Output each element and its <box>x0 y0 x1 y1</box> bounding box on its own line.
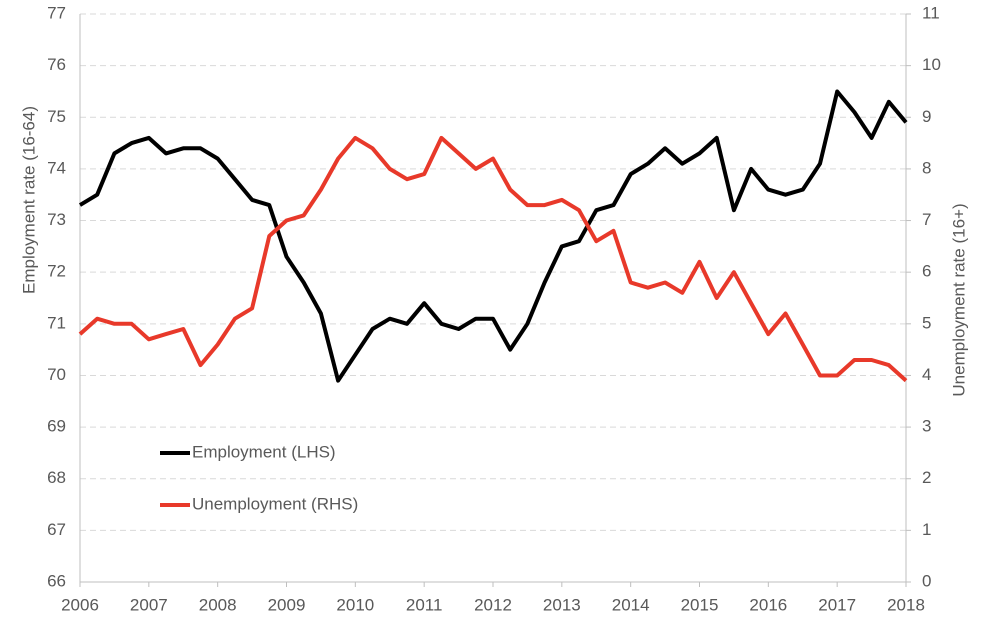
y2-tick-label: 11 <box>922 3 940 22</box>
y2-tick-label: 7 <box>922 210 931 229</box>
y2-tick-label: 5 <box>922 313 931 332</box>
legend-label: Unemployment (RHS) <box>192 494 358 513</box>
y2-tick-label: 6 <box>922 262 931 281</box>
x-tick-label: 2017 <box>818 595 856 614</box>
y2-tick-label: 2 <box>922 468 931 487</box>
y2-tick-label: 4 <box>922 365 931 384</box>
y-tick-label: 70 <box>47 365 66 384</box>
y-tick-label: 71 <box>47 313 66 332</box>
y-tick-label: 68 <box>47 468 66 487</box>
y-tick-label: 77 <box>47 3 66 22</box>
y2-tick-label: 9 <box>922 107 931 126</box>
y2-tick-label: 8 <box>922 158 931 177</box>
y2-axis-label: Unemployment rate (16+) <box>949 203 968 396</box>
y-tick-label: 74 <box>47 158 66 177</box>
y-tick-label: 75 <box>47 107 66 126</box>
y2-tick-label: 10 <box>922 55 941 74</box>
series-line <box>78 89 908 383</box>
x-tick-label: 2015 <box>681 595 719 614</box>
y-tick-label: 67 <box>47 520 66 539</box>
x-tick-label: 2006 <box>61 595 99 614</box>
y2-tick-label: 1 <box>922 520 931 539</box>
y2-tick-label: 3 <box>922 417 931 436</box>
y-tick-label: 66 <box>47 571 66 590</box>
y2-tick-label: 0 <box>922 571 931 590</box>
x-tick-label: 2007 <box>130 595 168 614</box>
x-tick-label: 2016 <box>749 595 787 614</box>
x-tick-label: 2013 <box>543 595 581 614</box>
series-line <box>78 135 908 383</box>
x-tick-label: 2012 <box>474 595 512 614</box>
x-tick-label: 2008 <box>199 595 237 614</box>
y-tick-label: 76 <box>47 55 66 74</box>
legend-label: Employment (LHS) <box>192 442 336 461</box>
y-tick-label: 73 <box>47 210 66 229</box>
x-tick-label: 2014 <box>612 595 650 614</box>
x-tick-label: 2009 <box>268 595 306 614</box>
x-tick-label: 2010 <box>336 595 374 614</box>
x-tick-label: 2011 <box>406 595 443 614</box>
y-tick-label: 72 <box>47 262 66 281</box>
y-tick-label: 69 <box>47 417 66 436</box>
x-tick-label: 2018 <box>887 595 925 614</box>
y-axis-label: Employment rate (16-64) <box>19 106 38 294</box>
